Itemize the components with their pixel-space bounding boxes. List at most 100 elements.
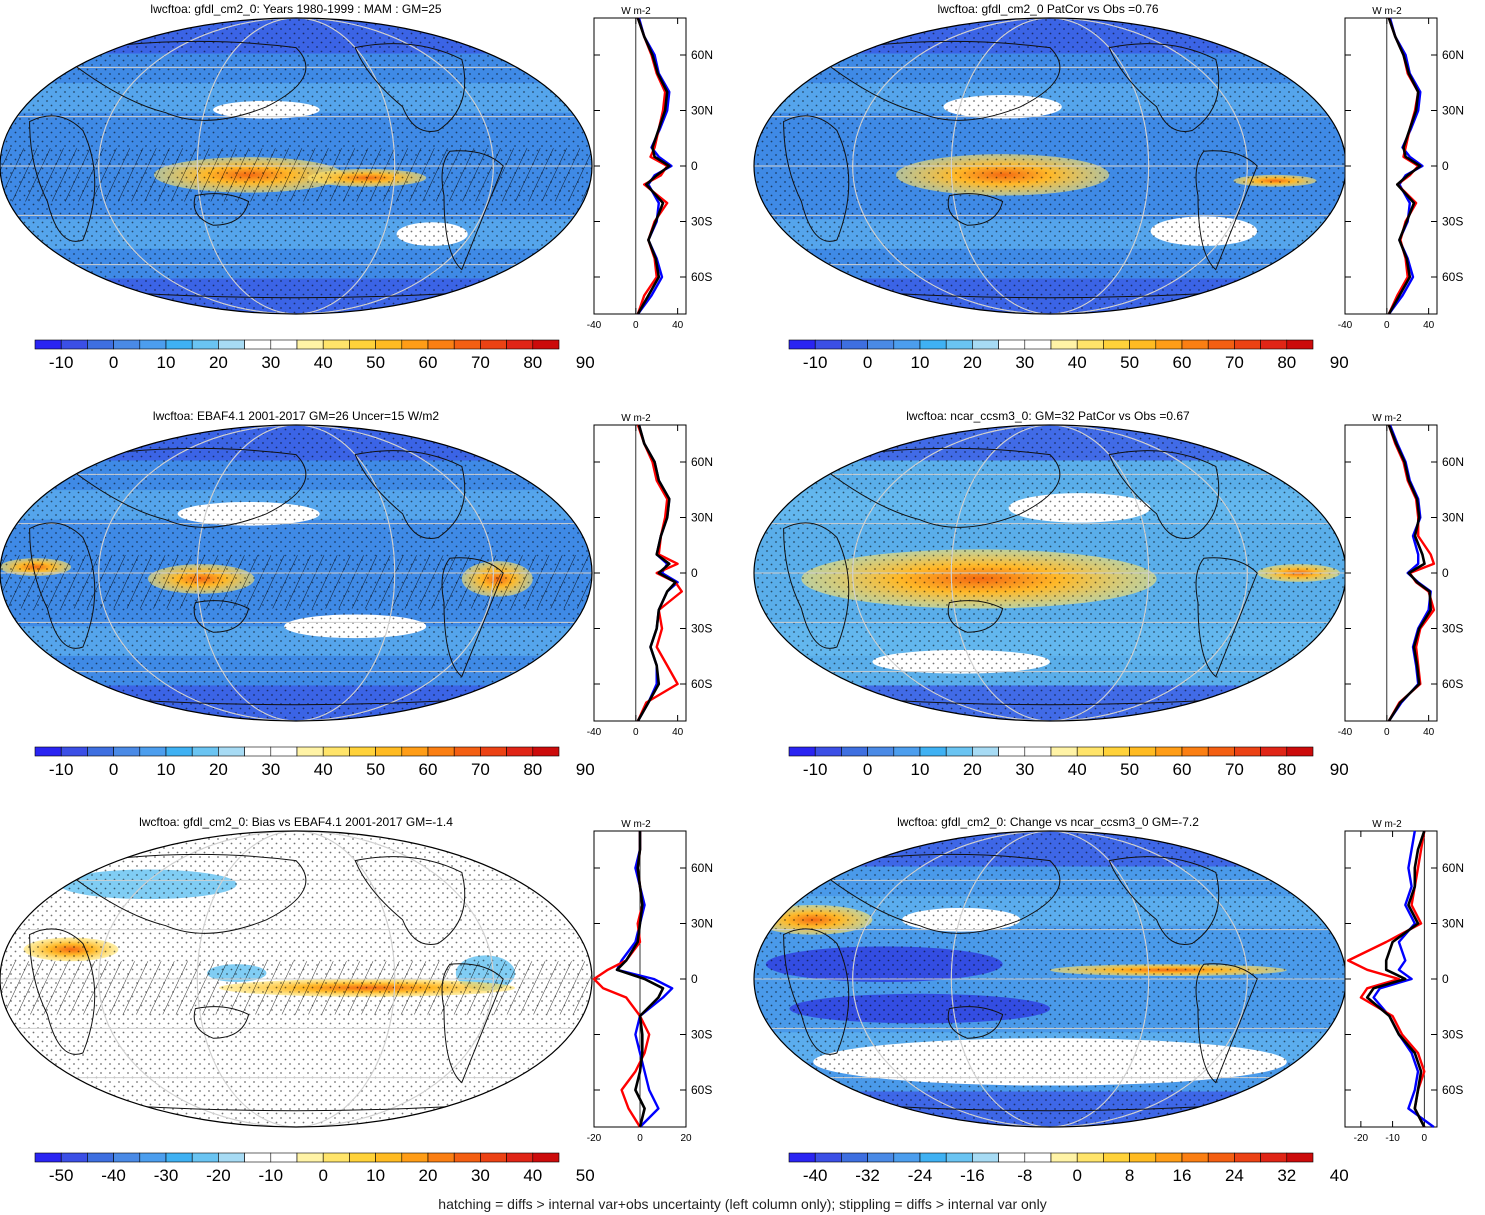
colorbar-swatch <box>453 1152 481 1163</box>
profile-x-label: 40 <box>1423 727 1435 738</box>
profile-unit-label: W m-2 <box>621 6 651 17</box>
colorbar-label: 20 <box>963 760 982 779</box>
colorbar-swatch <box>139 746 167 757</box>
colorbar-label: 90 <box>576 353 595 372</box>
map-title: lwcftoa: gfdl_cm2_0: Change vs ncar_ccsm… <box>897 815 1199 829</box>
map-graticule <box>754 18 1346 314</box>
colorbar-label: 70 <box>471 353 490 372</box>
colorbar-swatch <box>532 746 560 757</box>
colorbar-label: -24 <box>908 1166 933 1185</box>
colorbar-label: 40 <box>314 760 333 779</box>
colorbar-label: 40 <box>1330 1166 1349 1185</box>
colorbar-swatch <box>270 746 298 757</box>
colorbar-label: 80 <box>523 353 542 372</box>
map-panel-4: lwcftoa: ncar_ccsm3_0: GM=32 PatCor vs O… <box>753 409 1347 722</box>
coastline <box>354 856 466 945</box>
profile-x-label: -20 <box>587 1133 602 1144</box>
map-graticule <box>0 831 592 1127</box>
colorbar-swatch <box>401 746 429 757</box>
colorbar-label: 0 <box>863 353 872 372</box>
coastline <box>354 450 466 539</box>
colorbar-swatch <box>1181 339 1209 350</box>
colorbar-1: -10 0 10 20 30 40 50 60 70 80 90 <box>34 339 595 372</box>
colorbar-swatch <box>244 339 272 350</box>
colorbar-swatch <box>165 339 193 350</box>
colorbar-swatch <box>1076 746 1104 757</box>
colorbar-label: 10 <box>157 760 176 779</box>
colorbar-label: -20 <box>206 1166 231 1185</box>
colorbar-swatch <box>1260 746 1288 757</box>
colorbar-swatch <box>453 339 481 350</box>
map-title: lwcftoa: EBAF4.1 2001-2017 GM=26 Uncer=1… <box>153 409 439 423</box>
colorbar-swatch <box>919 339 947 350</box>
colorbar-label: -10 <box>49 353 74 372</box>
colorbar-label: 70 <box>471 760 490 779</box>
profile-unit-label: W m-2 <box>1372 413 1402 424</box>
coastline <box>783 115 850 242</box>
colorbar-label: 30 <box>1015 760 1034 779</box>
profile-unit-label: W m-2 <box>621 819 651 830</box>
colorbar-swatch <box>814 746 842 757</box>
colorbar-swatch <box>788 1152 816 1163</box>
profile-lat-label: 30S <box>1442 215 1463 229</box>
colorbar-swatch <box>1207 339 1235 350</box>
colorbar-swatch <box>972 339 999 350</box>
colorbar-swatch <box>972 1152 999 1163</box>
coastline <box>1195 557 1258 678</box>
colorbar-label: 30 <box>471 1166 490 1185</box>
colorbar-swatch <box>427 1152 455 1163</box>
colorbar-swatch <box>218 339 245 350</box>
colorbar-swatch <box>218 746 245 757</box>
colorbar-swatch <box>1050 1152 1078 1163</box>
colorbar-label: 20 <box>209 353 228 372</box>
colorbar-swatch <box>945 746 973 757</box>
colorbar-swatch <box>349 746 376 757</box>
colorbar-swatch <box>322 1152 350 1163</box>
coastline <box>1195 150 1258 271</box>
colorbar-label: 80 <box>523 760 542 779</box>
profile-lat-label: 30S <box>691 215 712 229</box>
colorbar-swatch <box>401 339 429 350</box>
colorbar-swatch <box>191 746 219 757</box>
colorbar-swatch <box>218 1152 245 1163</box>
colorbar-swatch <box>191 339 219 350</box>
colorbar-swatch <box>1234 339 1261 350</box>
colorbar-label: 80 <box>1277 353 1296 372</box>
colorbar-swatch <box>60 746 88 757</box>
colorbar-label: -8 <box>1017 1166 1032 1185</box>
profile-x-label: -10 <box>1385 1133 1400 1144</box>
map-graticule <box>754 425 1346 721</box>
colorbar-swatch <box>867 746 895 757</box>
map-graticule <box>0 18 592 314</box>
graticule-meridian <box>196 831 396 1127</box>
colorbar-swatch <box>427 339 455 350</box>
profile-x-label: -40 <box>1338 727 1353 738</box>
colorbar-swatch <box>1286 339 1314 350</box>
colorbar-swatch <box>1207 746 1235 757</box>
colorbar-label: -10 <box>259 1166 284 1185</box>
profile-lat-label: 0 <box>1442 159 1449 173</box>
coastline <box>354 43 466 132</box>
coastline <box>812 40 1061 121</box>
profile-lat-label: 30S <box>1442 1028 1463 1042</box>
zonal-profile-1: 60N 30N 0 30S 60S -40 0 40 W m-2 <box>587 6 713 331</box>
colorbar-swatch <box>814 339 842 350</box>
colorbar-label: -10 <box>49 760 74 779</box>
profile-series-black <box>1387 424 1432 722</box>
graticule-meridian <box>98 831 494 1127</box>
colorbar-label: -16 <box>960 1166 985 1185</box>
colorbar-swatch <box>1155 1152 1183 1163</box>
colorbar-label: 0 <box>1072 1166 1081 1185</box>
colorbar-swatch <box>113 1152 141 1163</box>
colorbar-swatch <box>841 1152 868 1163</box>
profile-unit-label: W m-2 <box>1372 819 1402 830</box>
colorbar-swatch <box>1234 1152 1261 1163</box>
colorbar-label: 60 <box>1173 760 1192 779</box>
coastline <box>441 963 504 1084</box>
profile-x-label: 0 <box>1384 727 1390 738</box>
colorbar-swatch <box>998 746 1026 757</box>
profile-lat-label: 30S <box>1442 622 1463 636</box>
profile-lat-label: 60S <box>691 270 712 284</box>
colorbar-swatch <box>191 1152 219 1163</box>
coastline <box>58 447 307 528</box>
